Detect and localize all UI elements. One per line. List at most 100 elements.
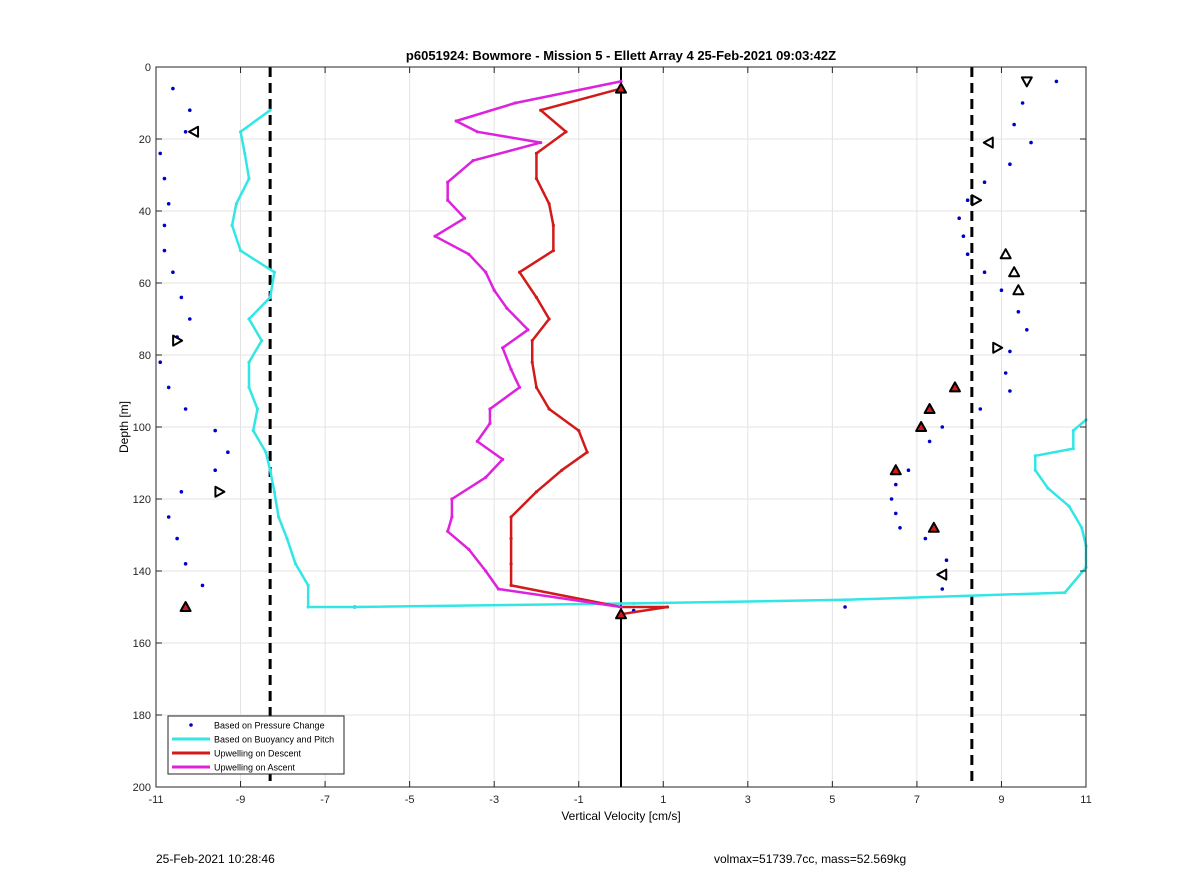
- series-point: [484, 475, 488, 479]
- data-point: [999, 288, 1004, 293]
- y-tick-label: 100: [133, 422, 151, 434]
- legend-label: Based on Pressure Change: [214, 721, 325, 731]
- data-point: [179, 490, 184, 494]
- series-point: [534, 490, 539, 494]
- triangle-left-marker: [936, 568, 948, 581]
- data-point: [1012, 122, 1016, 127]
- data-point: [166, 385, 171, 390]
- series-point: [450, 497, 454, 501]
- series-point: [501, 346, 505, 350]
- data-point: [1029, 140, 1033, 145]
- data-point: [179, 295, 184, 300]
- series-point: [488, 421, 492, 425]
- data-point: [923, 536, 928, 541]
- legend-item: Based on Pressure Change: [189, 721, 325, 731]
- series-point: [272, 270, 276, 274]
- data-point: [213, 428, 217, 433]
- series-point: [534, 177, 539, 181]
- series-point: [564, 130, 568, 134]
- series-line: [433, 80, 622, 609]
- x-tick-label: -7: [320, 794, 330, 806]
- data-point: [957, 216, 961, 220]
- data-point: [1008, 389, 1012, 393]
- triangle-up-marker: [927, 521, 940, 533]
- y-axis-label: Depth [m]: [117, 401, 131, 453]
- x-tick-label: 7: [914, 794, 920, 806]
- triangle-up-marker: [999, 248, 1012, 260]
- triangle-up-marker: [615, 82, 627, 94]
- series-point: [446, 180, 450, 184]
- triangle-up-marker: [1012, 284, 1025, 296]
- data-point: [1020, 101, 1025, 105]
- series-point: [450, 515, 454, 519]
- series-point: [547, 407, 551, 411]
- series-point: [1071, 447, 1075, 451]
- data-point: [843, 605, 847, 609]
- series-point: [306, 605, 310, 609]
- series-point: [488, 407, 492, 411]
- series-point: [843, 598, 847, 602]
- series-point: [551, 249, 555, 253]
- series-point: [238, 249, 243, 253]
- series-point: [509, 367, 513, 371]
- series-point: [577, 429, 581, 433]
- y-tick-label: 0: [145, 62, 151, 74]
- triangle-up-marker: [615, 608, 627, 620]
- data-point: [982, 270, 987, 275]
- data-point: [200, 583, 205, 588]
- series-point: [484, 270, 488, 274]
- series-point: [433, 234, 437, 238]
- series-point: [234, 202, 238, 206]
- series-point: [467, 252, 471, 256]
- series-based-on-buoyancy-and-pitch: [230, 108, 1088, 609]
- data-point: [188, 108, 192, 112]
- series-point: [560, 468, 564, 472]
- legend-label: Based on Buoyancy and Pitch: [214, 735, 334, 745]
- series-point: [272, 490, 276, 494]
- data-point: [906, 468, 911, 473]
- series-point: [484, 569, 488, 573]
- series-point: [539, 141, 543, 145]
- data-point: [1016, 310, 1021, 314]
- series-point: [534, 151, 539, 155]
- series-based-on-pressure-change: [158, 79, 1059, 613]
- data-point: [889, 497, 894, 501]
- x-tick-label: 11: [1080, 794, 1091, 806]
- series-upwelling-on-ascent: [433, 79, 623, 609]
- series-point: [467, 547, 471, 552]
- triangle-up-marker: [889, 464, 902, 476]
- series-line: [509, 87, 669, 616]
- data-point: [898, 526, 902, 530]
- data-point: [1003, 371, 1008, 375]
- x-tick-label: -3: [489, 794, 499, 806]
- x-tick-label: 3: [745, 794, 751, 806]
- series-point: [247, 360, 251, 364]
- y-tick-label: 120: [133, 494, 151, 506]
- series-point: [230, 223, 234, 227]
- x-tick-label: 1: [660, 794, 666, 806]
- series-point: [276, 515, 281, 519]
- chart-title: p6051924: Bowmore - Mission 5 - Ellett A…: [406, 48, 836, 63]
- series-point: [1067, 504, 1071, 508]
- footer-info: volmax=51739.7cc, mass=52.569kg: [714, 852, 907, 866]
- series-point: [492, 288, 496, 292]
- series-point: [268, 295, 272, 299]
- series-layer: [158, 79, 1088, 616]
- x-axis-label: Vertical Velocity [cm/s]: [561, 809, 680, 823]
- series-point: [530, 339, 534, 343]
- series-point: [238, 130, 243, 134]
- series-point: [462, 216, 467, 220]
- data-point: [183, 130, 188, 134]
- triangle-up-marker: [179, 601, 192, 612]
- data-point: [171, 270, 175, 275]
- reference-lines: [268, 67, 974, 787]
- series-point: [509, 537, 513, 541]
- series-point: [260, 339, 264, 343]
- y-tick-label: 180: [133, 710, 151, 722]
- data-point: [1025, 328, 1029, 332]
- data-point: [162, 176, 167, 181]
- data-point: [893, 511, 898, 516]
- legend-label: Upwelling on Descent: [214, 749, 302, 759]
- x-tick-label: -9: [236, 794, 246, 806]
